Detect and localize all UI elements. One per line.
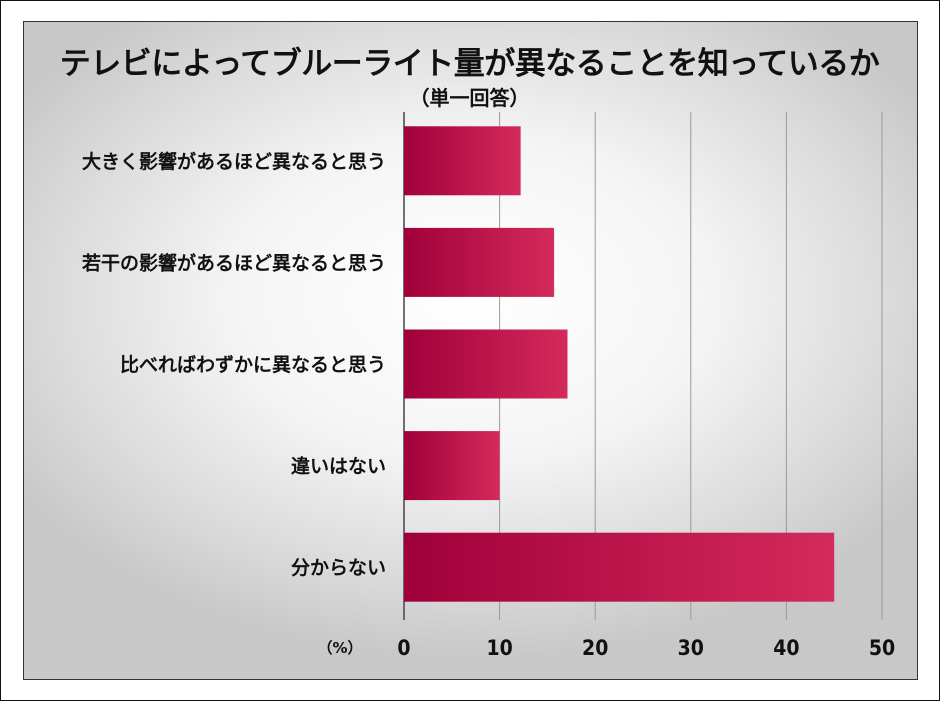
chart-subtitle: （単一回答） [409, 86, 530, 110]
chart-title: テレビによってブルーライト量が異なることを知っているか [59, 46, 880, 82]
bar-layer [404, 126, 835, 602]
bar [404, 431, 500, 501]
unit-label: （%） [317, 639, 362, 657]
category-label: 若干の影響があるほど異なると思う [82, 251, 386, 274]
x-tick-label: 10 [486, 636, 512, 660]
tick-layer: 0 10 20 30 40 50 [397, 636, 895, 660]
x-tick-label: 20 [582, 636, 608, 660]
x-tick-label: 50 [869, 636, 895, 660]
label-layer: 大きく影響があるほど異なると思う若干の影響があるほど異なると思う比べればわずかに… [82, 150, 386, 579]
category-label: 分からない [291, 557, 386, 579]
x-tick-label: 30 [678, 636, 704, 660]
x-tick-label: 0 [397, 636, 410, 660]
bar [404, 126, 521, 196]
bar [404, 532, 835, 602]
category-label: 大きく影響があるほど異なると思う [82, 150, 386, 173]
bar [404, 227, 555, 297]
x-tick-label: 40 [773, 636, 799, 660]
category-label: 違いはない [291, 455, 386, 478]
category-label: 比べればわずかに異なると思う [120, 354, 386, 376]
bar [404, 329, 568, 399]
